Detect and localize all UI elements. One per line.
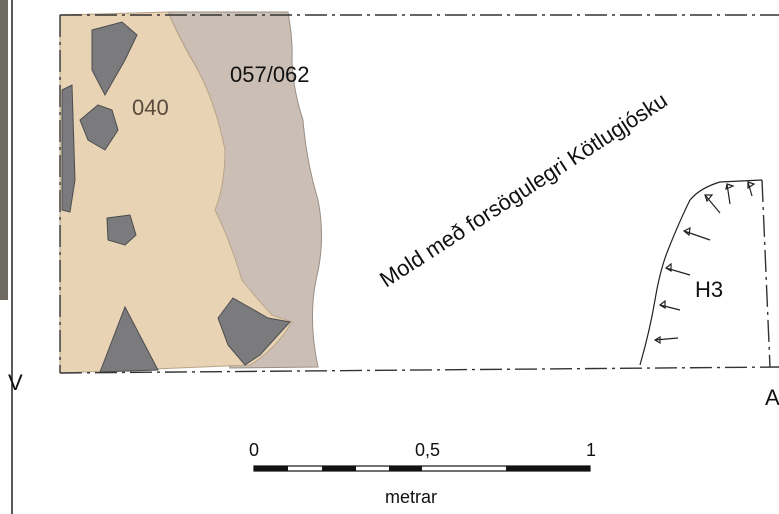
east-orientation-label: A: [765, 385, 779, 410]
stone: [106, 214, 137, 246]
stone: [217, 297, 291, 366]
stone: [99, 305, 159, 373]
scale-bar-segment: [322, 466, 356, 471]
layer-057-062-label: 057/062: [230, 62, 310, 87]
layer-040-area: [59, 11, 293, 374]
scale-bar-segment: [254, 466, 288, 471]
stone: [61, 84, 76, 213]
scale-tick-mid-label: 0,5: [415, 440, 440, 460]
stone: [79, 104, 119, 151]
scale-unit-label: metrar: [385, 487, 437, 507]
scale-bar-segment: [506, 466, 590, 471]
section-outline-right-dashed: [761, 179, 771, 368]
scale-bar: 0 0,5 1 metrar: [249, 440, 596, 507]
west-orientation-label: V: [8, 370, 23, 395]
photo-edge-strip: [0, 0, 8, 300]
stone: [91, 21, 138, 97]
section-outline-dashed: [59, 14, 779, 374]
scale-tick-1-label: 1: [586, 440, 596, 460]
scale-tick-0-label: 0: [249, 440, 259, 460]
soil-description-label: Mold með forsögulegri Kötlugjósku: [375, 87, 672, 292]
scale-bar-segment: [389, 466, 422, 471]
h3-cut-line: [639, 179, 763, 366]
feature-h3-label: H3: [695, 277, 723, 302]
layer-040-label: 040: [132, 95, 169, 120]
stones-group: [61, 21, 291, 373]
